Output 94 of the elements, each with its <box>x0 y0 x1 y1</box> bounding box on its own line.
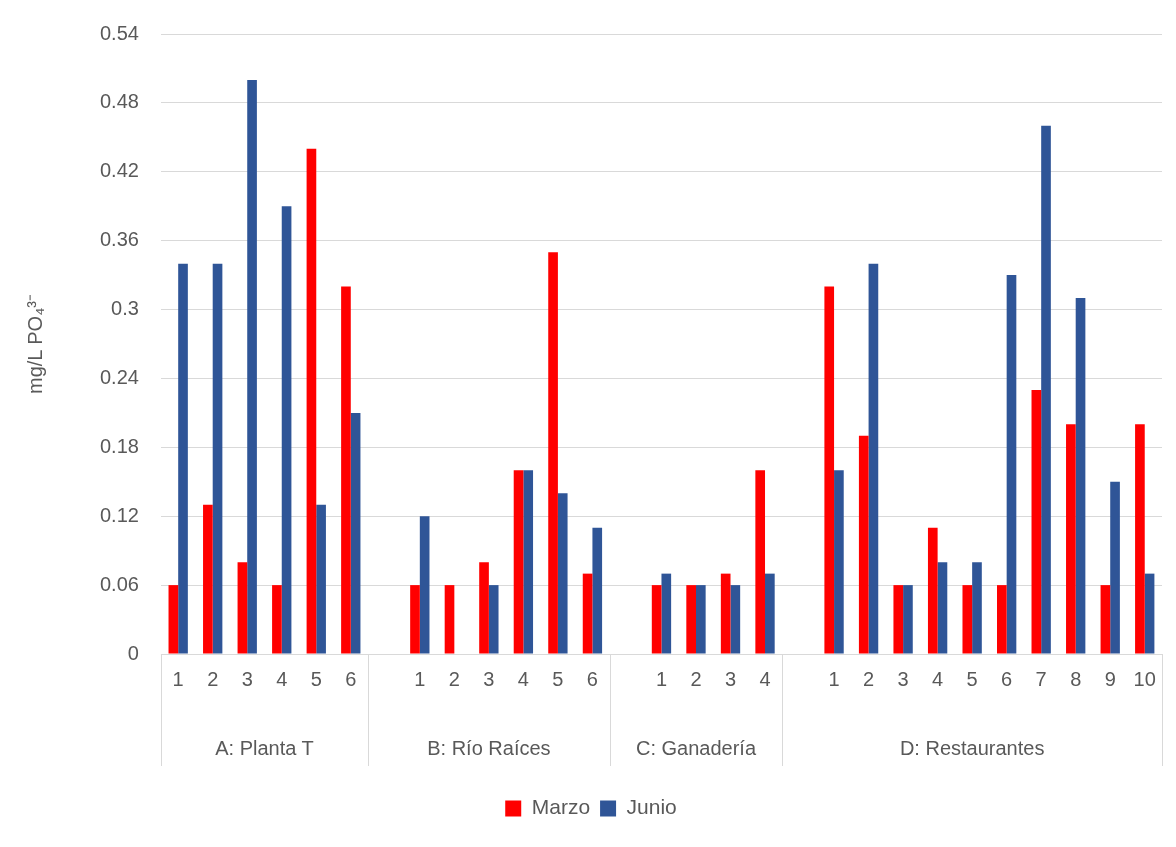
bar <box>444 585 455 654</box>
text: D: Restaurantes <box>899 736 1045 759</box>
bar <box>178 263 188 654</box>
bar <box>281 206 292 654</box>
x-tick-label: 2 <box>207 667 219 690</box>
bar <box>893 585 904 654</box>
x-tick-label: 1 <box>828 667 840 690</box>
text: A: Planta T <box>215 736 314 759</box>
x-tick-label: 6 <box>345 667 357 690</box>
bar <box>824 286 835 654</box>
x-tick-label: 4 <box>759 667 771 690</box>
x-tick-label: 3 <box>724 667 737 690</box>
x-tick-label: 4 <box>276 667 288 690</box>
text: B: Río Raíces <box>427 736 551 759</box>
bar <box>272 585 282 654</box>
bar <box>695 585 706 654</box>
bar <box>868 263 879 654</box>
bar <box>1100 585 1111 654</box>
x-tick-label: 1 <box>655 667 668 690</box>
bar <box>1006 275 1017 654</box>
legend-label: Junio <box>626 795 677 819</box>
bar <box>1031 389 1042 654</box>
bar <box>1144 573 1155 654</box>
x-tick-label: 2 <box>690 667 702 690</box>
bar <box>834 470 844 654</box>
x-tick-label: 8 <box>1070 667 1082 690</box>
x-tick-label: 4 <box>932 667 944 690</box>
bar <box>168 585 179 654</box>
y-tick-label: 0.24 <box>99 365 139 388</box>
x-tick-label: 1 <box>414 667 426 690</box>
bar <box>212 263 223 654</box>
bar <box>1041 125 1051 654</box>
text: C: Ganadería <box>635 736 757 759</box>
bar <box>972 562 982 654</box>
y-tick-label: 0.48 <box>99 90 139 113</box>
x-tick-label: 4 <box>517 667 529 690</box>
bar <box>523 470 534 654</box>
y-tick-label: 0.12 <box>99 503 139 526</box>
x-tick-label: 3 <box>483 667 495 690</box>
x-tick-label: 7 <box>1035 667 1047 690</box>
y-tick-label: 0.3 <box>111 297 139 320</box>
bar <box>557 493 568 654</box>
bar <box>1110 481 1120 654</box>
bar <box>237 562 248 654</box>
x-tick-label: 3 <box>241 667 253 690</box>
bar <box>651 585 662 654</box>
y-tick-label: 0.18 <box>99 434 139 457</box>
bar <box>1066 424 1076 654</box>
bar <box>488 585 499 654</box>
bar <box>203 504 213 654</box>
x-tick-label: 10 <box>1133 667 1156 690</box>
bar <box>513 470 524 654</box>
bar <box>937 562 948 654</box>
bar <box>410 585 420 654</box>
y-tick-label: 0.54 <box>99 21 139 44</box>
bar <box>1135 424 1145 654</box>
x-tick-label: 5 <box>966 667 978 690</box>
bar <box>592 527 603 654</box>
y-axis-title: mg/L PO₄³⁻ <box>23 294 46 394</box>
bar <box>661 573 672 654</box>
x-tick-label: 9 <box>1104 667 1116 690</box>
x-tick-label: 6 <box>1001 667 1013 690</box>
bar <box>903 585 913 654</box>
x-tick-label: 1 <box>172 667 184 690</box>
bar <box>997 585 1007 654</box>
bar <box>548 252 558 654</box>
bar <box>419 516 430 654</box>
x-tick-label: 3 <box>897 667 909 690</box>
bar <box>755 470 766 654</box>
bar <box>927 527 938 654</box>
bar <box>341 286 351 654</box>
bar <box>962 585 973 654</box>
x-tick-label: 2 <box>863 667 875 690</box>
legend-label: Marzo <box>531 795 591 819</box>
bar <box>316 504 326 654</box>
x-tick-label: 5 <box>310 667 322 690</box>
bar <box>247 79 257 654</box>
x-tick-label: 6 <box>586 667 598 690</box>
bar <box>350 412 361 654</box>
bar <box>858 435 869 654</box>
y-tick-label: 0.42 <box>99 159 139 182</box>
bar <box>686 585 696 654</box>
x-tick-label: 2 <box>448 667 460 690</box>
bar <box>730 585 741 654</box>
bar <box>1075 298 1086 654</box>
x-tick-label: 5 <box>552 667 564 690</box>
bar <box>765 573 775 654</box>
bar <box>479 562 489 654</box>
y-tick-label: 0.36 <box>99 228 139 251</box>
bar <box>306 148 317 654</box>
bar <box>582 573 593 654</box>
y-tick-label: 0 <box>127 641 139 664</box>
y-tick-label: 0.06 <box>99 572 139 595</box>
bar <box>720 573 731 654</box>
